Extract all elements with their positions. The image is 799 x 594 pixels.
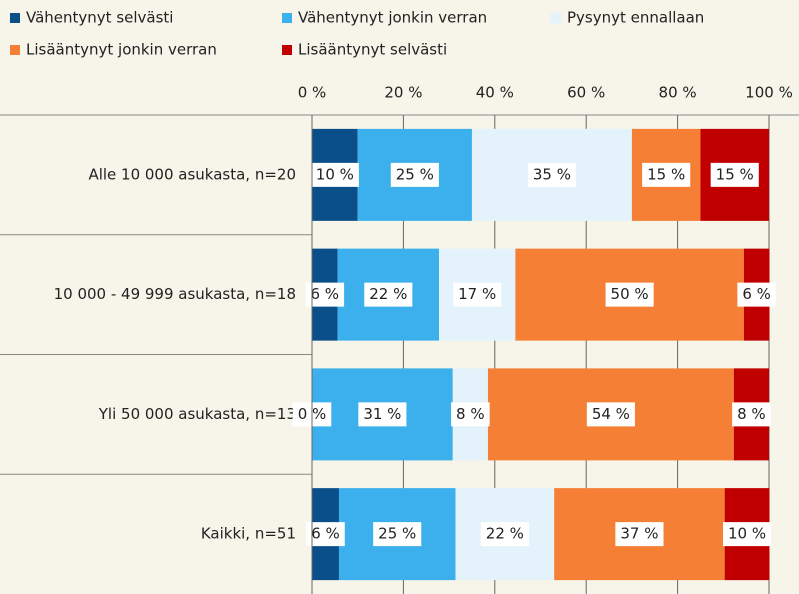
data-label: 15 %: [647, 165, 685, 183]
data-label-bg: [527, 162, 576, 187]
data-label: 8 %: [737, 405, 766, 423]
x-tick-label: 60 %: [567, 84, 605, 102]
data-label: 22 %: [369, 285, 407, 303]
data-label-bg: [605, 282, 654, 307]
y-tick-label: 10 000 - 49 999 asukasta, n=18: [54, 285, 296, 303]
data-label: 10 %: [728, 525, 766, 543]
data-label-bg: [451, 402, 490, 427]
data-label: 25 %: [396, 165, 434, 183]
data-label: 22 %: [486, 525, 524, 543]
data-label-bg: [737, 282, 776, 307]
y-tick-label: Yli 50 000 asukasta, n=13: [98, 405, 296, 423]
data-label: 6 %: [311, 285, 340, 303]
x-tick-label: 40 %: [476, 84, 514, 102]
legend-label: Vähentynyt jonkin verran: [298, 9, 487, 27]
y-tick-label: Kaikki, n=51: [201, 525, 296, 543]
legend-label: Vähentynyt selvästi: [26, 9, 173, 27]
legend-swatch: [282, 13, 292, 23]
legend-swatch: [550, 12, 562, 24]
data-label: 25 %: [378, 525, 416, 543]
legend-swatch: [10, 45, 20, 55]
x-tick-label: 20 %: [384, 84, 422, 102]
data-label-bg: [373, 522, 422, 547]
data-label: 17 %: [458, 285, 496, 303]
data-label-bg: [732, 402, 771, 427]
legend-label: Lisääntynyt jonkin verran: [26, 41, 217, 59]
data-label-bg: [306, 522, 345, 547]
data-label: 10 %: [316, 165, 354, 183]
data-label: 50 %: [611, 285, 649, 303]
x-tick-label: 0 %: [298, 84, 327, 102]
data-label: 54 %: [592, 405, 630, 423]
data-label: 15 %: [716, 165, 754, 183]
x-tick-label: 80 %: [659, 84, 697, 102]
data-label: 6 %: [742, 285, 771, 303]
data-label-bg: [453, 282, 502, 307]
legend-swatch: [282, 45, 292, 55]
data-label-bg: [364, 282, 413, 307]
data-label-bg: [615, 522, 664, 547]
data-label-bg: [310, 162, 359, 187]
x-tick-label: 100 %: [745, 84, 793, 102]
data-label: 8 %: [456, 405, 485, 423]
y-tick-label: Alle 10 000 asukasta, n=20: [88, 165, 296, 183]
legend-label: Pysynyt ennallaan: [567, 9, 704, 27]
data-label-bg: [642, 162, 691, 187]
legend-swatch: [10, 13, 20, 23]
data-label-bg: [723, 522, 772, 547]
data-label: 31 %: [363, 405, 401, 423]
data-label-bg: [358, 402, 407, 427]
data-label: 6 %: [311, 525, 340, 543]
data-label: 35 %: [533, 165, 571, 183]
data-label-bg: [390, 162, 439, 187]
data-label-bg: [710, 162, 759, 187]
data-label-bg: [480, 522, 529, 547]
legend-label: Lisääntynyt selvästi: [298, 41, 447, 59]
data-label-bg: [586, 402, 635, 427]
data-label: 37 %: [620, 525, 658, 543]
